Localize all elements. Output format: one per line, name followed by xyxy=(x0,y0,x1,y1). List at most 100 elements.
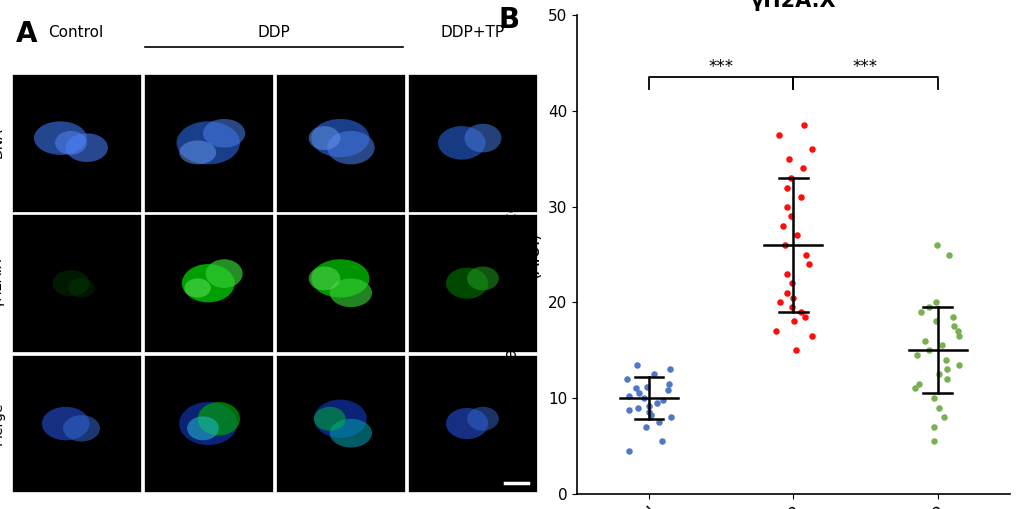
Point xyxy=(929,370,946,378)
Ellipse shape xyxy=(65,133,108,162)
Point xyxy=(906,384,922,392)
Ellipse shape xyxy=(68,278,95,298)
Ellipse shape xyxy=(464,124,501,152)
Point xyxy=(929,404,946,412)
Ellipse shape xyxy=(329,419,372,447)
Ellipse shape xyxy=(203,119,245,148)
FancyBboxPatch shape xyxy=(408,355,536,492)
FancyBboxPatch shape xyxy=(12,74,141,212)
Ellipse shape xyxy=(467,407,498,431)
Ellipse shape xyxy=(198,402,239,436)
Ellipse shape xyxy=(309,126,340,150)
Point xyxy=(621,446,637,455)
Text: γH2A.X: γH2A.X xyxy=(0,258,5,308)
Point xyxy=(650,418,666,426)
Ellipse shape xyxy=(309,267,340,291)
Point xyxy=(640,408,656,416)
Point xyxy=(927,318,944,326)
Point xyxy=(648,399,664,407)
Point xyxy=(774,222,791,230)
Point xyxy=(938,375,955,383)
Point xyxy=(653,437,669,445)
Ellipse shape xyxy=(437,126,485,160)
Ellipse shape xyxy=(311,119,369,157)
Point xyxy=(786,318,802,326)
Point xyxy=(797,250,813,259)
FancyBboxPatch shape xyxy=(275,355,405,492)
Text: DDP+TP: DDP+TP xyxy=(440,25,504,40)
Ellipse shape xyxy=(327,131,374,164)
Ellipse shape xyxy=(52,270,90,296)
Point xyxy=(940,250,956,259)
Ellipse shape xyxy=(445,408,488,439)
FancyBboxPatch shape xyxy=(275,214,405,352)
Ellipse shape xyxy=(206,259,243,288)
Point xyxy=(777,203,794,211)
Point xyxy=(621,392,637,400)
Point xyxy=(950,332,966,340)
Point xyxy=(659,386,676,394)
Text: Control: Control xyxy=(49,25,104,40)
FancyBboxPatch shape xyxy=(144,74,272,212)
Point xyxy=(795,164,811,173)
Point xyxy=(787,346,803,354)
Point xyxy=(796,313,812,321)
Point xyxy=(775,241,792,249)
Point xyxy=(627,384,643,392)
Point xyxy=(783,174,799,182)
Title: γH2A.X: γH2A.X xyxy=(749,0,836,11)
Text: ***: *** xyxy=(852,58,877,75)
Point xyxy=(767,327,784,335)
Point xyxy=(769,131,786,139)
Point xyxy=(920,303,936,311)
Ellipse shape xyxy=(181,264,234,302)
Point xyxy=(628,360,644,369)
Ellipse shape xyxy=(179,402,237,445)
Point xyxy=(792,193,808,201)
Ellipse shape xyxy=(467,267,498,291)
Ellipse shape xyxy=(329,278,372,307)
Text: DNA: DNA xyxy=(0,128,5,158)
Point xyxy=(779,289,795,297)
Ellipse shape xyxy=(314,400,367,438)
Point xyxy=(937,356,954,364)
Point xyxy=(925,437,942,445)
Point xyxy=(803,332,819,340)
Y-axis label: Relative Fluorescence Intensity
(A.U.): Relative Fluorescence Intensity (A.U.) xyxy=(503,125,542,384)
FancyBboxPatch shape xyxy=(408,214,536,352)
Point xyxy=(779,183,795,191)
Point xyxy=(662,413,679,421)
Text: ***: *** xyxy=(708,58,733,75)
Point xyxy=(934,413,951,421)
FancyBboxPatch shape xyxy=(408,74,536,212)
Point xyxy=(779,270,795,278)
Point xyxy=(642,411,658,419)
Text: Merge: Merge xyxy=(0,402,5,445)
Point xyxy=(783,212,799,220)
Point xyxy=(621,406,637,414)
Ellipse shape xyxy=(42,407,90,440)
Ellipse shape xyxy=(179,140,216,164)
Point xyxy=(788,231,804,239)
Point xyxy=(925,422,942,431)
Point xyxy=(928,241,945,249)
Point xyxy=(781,155,797,163)
Point xyxy=(645,370,661,378)
Ellipse shape xyxy=(63,415,100,441)
Point xyxy=(638,382,654,390)
Point xyxy=(640,402,656,410)
Point xyxy=(654,396,671,404)
Point xyxy=(796,121,812,129)
Point xyxy=(635,394,651,402)
FancyBboxPatch shape xyxy=(275,74,405,212)
Point xyxy=(660,380,677,388)
Point xyxy=(770,298,787,306)
Point xyxy=(792,308,808,316)
FancyBboxPatch shape xyxy=(12,355,141,492)
Point xyxy=(784,294,800,302)
Point xyxy=(932,342,949,350)
Point xyxy=(937,365,954,374)
Point xyxy=(927,298,944,306)
Point xyxy=(945,313,961,321)
FancyBboxPatch shape xyxy=(12,214,141,352)
